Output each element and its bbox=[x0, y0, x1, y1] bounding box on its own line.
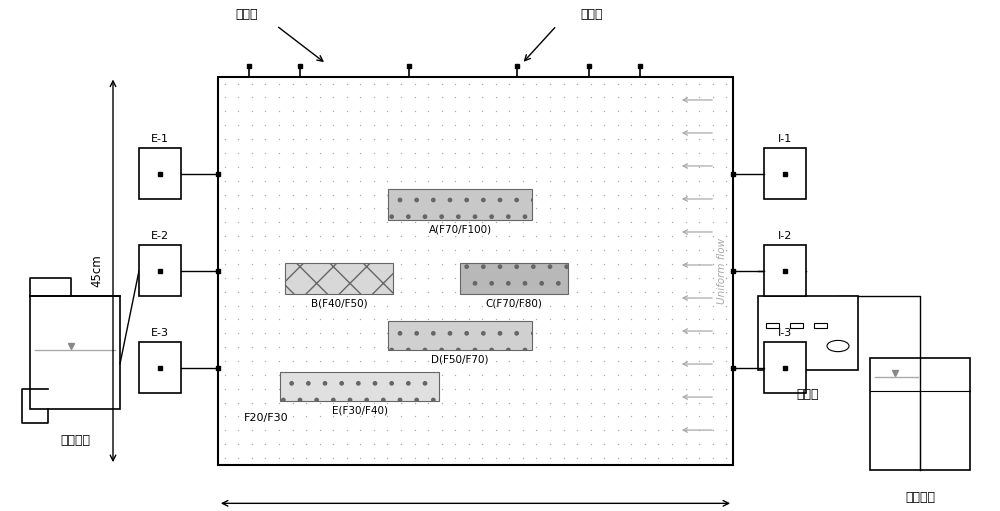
Bar bbox=[280, 372, 439, 401]
Text: 取样针: 取样针 bbox=[235, 9, 258, 21]
Bar bbox=[790, 349, 803, 354]
Bar bbox=[790, 323, 803, 328]
Text: E-2: E-2 bbox=[151, 231, 169, 241]
Bar bbox=[764, 342, 806, 393]
Text: D(F50/F70): D(F50/F70) bbox=[431, 355, 489, 364]
Bar bbox=[764, 148, 806, 199]
Bar bbox=[764, 245, 806, 296]
Text: E-3: E-3 bbox=[151, 328, 169, 338]
Text: A(F70/F100): A(F70/F100) bbox=[428, 224, 492, 235]
Bar bbox=[139, 148, 181, 199]
Text: I-1: I-1 bbox=[778, 134, 792, 144]
Bar bbox=[139, 245, 181, 296]
Text: I-2: I-2 bbox=[778, 231, 792, 241]
Bar bbox=[388, 189, 532, 220]
Bar bbox=[758, 296, 858, 370]
Text: 排出的水: 排出的水 bbox=[60, 434, 90, 447]
Text: E-1: E-1 bbox=[151, 134, 169, 144]
Bar bbox=[139, 342, 181, 393]
Text: 注射针: 注射针 bbox=[580, 9, 603, 21]
Text: I-3: I-3 bbox=[778, 328, 792, 338]
Bar bbox=[460, 263, 568, 294]
Bar bbox=[218, 77, 733, 465]
Circle shape bbox=[827, 340, 849, 352]
Text: C(F70/F80): C(F70/F80) bbox=[486, 298, 543, 308]
Bar bbox=[870, 358, 970, 470]
Text: 去离子水: 去离子水 bbox=[905, 491, 935, 503]
Text: Uniform flow: Uniform flow bbox=[717, 238, 727, 304]
Text: B(F40/F50): B(F40/F50) bbox=[311, 298, 367, 308]
Bar bbox=[766, 349, 779, 354]
Text: E(F30/F40): E(F30/F40) bbox=[332, 405, 388, 415]
Bar bbox=[285, 263, 393, 294]
Bar bbox=[814, 323, 827, 328]
Text: 45cm: 45cm bbox=[90, 254, 103, 287]
Bar bbox=[766, 323, 779, 328]
Text: 蚌动泵: 蚌动泵 bbox=[797, 388, 819, 401]
Bar bbox=[388, 321, 532, 351]
Text: F20/F30: F20/F30 bbox=[244, 413, 288, 424]
Bar bbox=[30, 296, 120, 409]
